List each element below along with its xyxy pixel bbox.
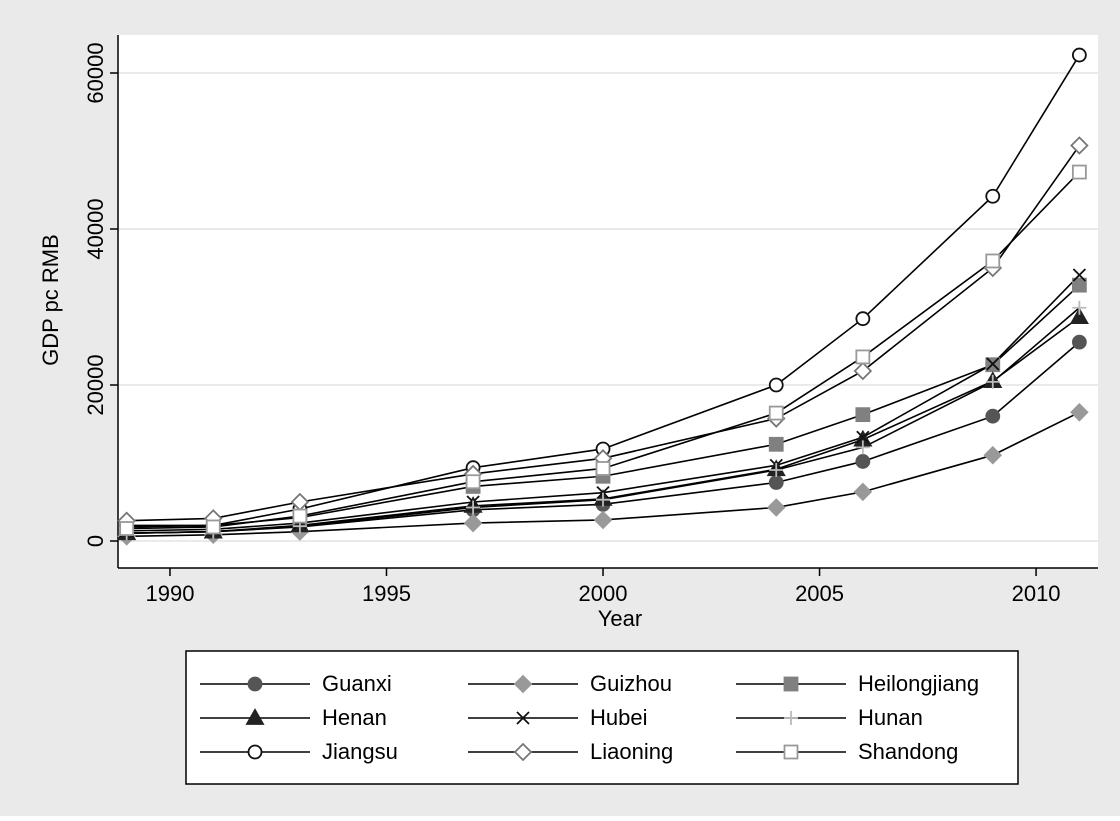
marker bbox=[769, 463, 784, 478]
marker bbox=[855, 407, 871, 423]
marker bbox=[596, 492, 611, 507]
marker bbox=[856, 430, 870, 444]
marker bbox=[465, 474, 481, 490]
marker bbox=[1071, 47, 1087, 63]
marker bbox=[119, 521, 135, 536]
marker bbox=[855, 454, 871, 469]
legend-label: Guizhou bbox=[590, 671, 672, 696]
x-axis-title: Year bbox=[598, 606, 642, 631]
marker bbox=[513, 674, 533, 694]
y-tick-label: 60000 bbox=[83, 42, 108, 103]
x-tick-label: 1995 bbox=[362, 581, 411, 606]
legend-label: Hubei bbox=[590, 705, 647, 730]
marker bbox=[985, 374, 1000, 389]
legend-label: Henan bbox=[322, 705, 387, 730]
marker bbox=[853, 361, 873, 381]
y-tick-label: 0 bbox=[83, 535, 108, 547]
legend-label: Shandong bbox=[858, 739, 958, 764]
marker bbox=[985, 408, 1001, 424]
marker bbox=[855, 349, 871, 365]
marker bbox=[985, 253, 1001, 269]
marker bbox=[292, 508, 308, 524]
marker bbox=[766, 498, 786, 517]
marker bbox=[463, 513, 483, 533]
marker bbox=[1071, 334, 1087, 350]
marker bbox=[768, 377, 784, 393]
marker bbox=[516, 711, 530, 725]
legend-label: Heilongjiang bbox=[858, 671, 979, 696]
legend-label: Liaoning bbox=[590, 739, 673, 764]
marker bbox=[855, 440, 870, 455]
marker bbox=[1070, 136, 1089, 155]
marker bbox=[1070, 403, 1089, 422]
marker bbox=[983, 445, 1003, 465]
y-tick-label: 40000 bbox=[83, 198, 108, 259]
y-axis-title: GDP pc RMB bbox=[38, 234, 63, 366]
marker bbox=[595, 461, 611, 476]
legend-label: Hunan bbox=[858, 705, 923, 730]
marker bbox=[783, 676, 799, 692]
marker bbox=[768, 405, 784, 421]
marker bbox=[513, 742, 533, 762]
marker bbox=[596, 486, 610, 500]
marker bbox=[853, 482, 873, 502]
marker bbox=[593, 510, 613, 530]
marker bbox=[783, 744, 799, 760]
marker bbox=[247, 676, 263, 692]
marker bbox=[1069, 307, 1089, 325]
marker bbox=[986, 357, 1000, 371]
x-tick-label: 2005 bbox=[795, 581, 844, 606]
x-tick-label: 2010 bbox=[1012, 581, 1061, 606]
marker bbox=[985, 188, 1001, 204]
marker bbox=[768, 475, 784, 490]
marker bbox=[1071, 164, 1087, 180]
legend-label: Guanxi bbox=[322, 671, 392, 696]
legend-label: Jiangsu bbox=[322, 739, 398, 764]
x-tick-label: 2000 bbox=[579, 581, 628, 606]
marker bbox=[245, 708, 265, 725]
marker bbox=[466, 500, 481, 515]
legend-box bbox=[185, 650, 1019, 785]
marker bbox=[247, 744, 263, 760]
y-tick-label: 20000 bbox=[83, 354, 108, 415]
marker bbox=[1071, 277, 1087, 293]
marker bbox=[1072, 268, 1087, 282]
x-tick-label: 1990 bbox=[145, 581, 194, 606]
marker bbox=[205, 519, 221, 535]
marker bbox=[768, 436, 784, 452]
marker bbox=[784, 711, 798, 725]
marker bbox=[1072, 300, 1087, 315]
marker bbox=[855, 311, 871, 327]
